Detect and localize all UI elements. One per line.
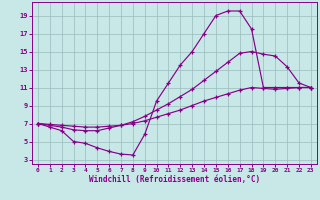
- X-axis label: Windchill (Refroidissement éolien,°C): Windchill (Refroidissement éolien,°C): [89, 175, 260, 184]
